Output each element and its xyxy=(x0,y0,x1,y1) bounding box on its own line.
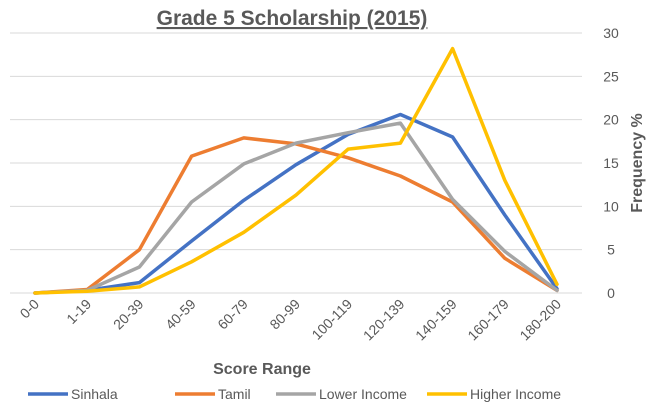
y-tick-label: 30 xyxy=(603,25,619,41)
y-tick-label: 10 xyxy=(603,198,619,214)
x-tick-label: 180-200 xyxy=(516,296,564,344)
y-tick-label: 15 xyxy=(603,155,619,171)
y-axis-title: Frequency % xyxy=(629,113,646,213)
legend-item: Higher Income xyxy=(427,386,561,402)
x-tick-label: 20-39 xyxy=(110,296,147,333)
y-tick-label: 5 xyxy=(607,242,615,258)
series-lines xyxy=(33,46,559,295)
legend: Sinhala Tamil Lower Income Higher Income xyxy=(28,386,561,402)
legend-item: Tamil xyxy=(175,386,251,402)
legend-label: Higher Income xyxy=(470,386,561,402)
gridlines xyxy=(10,32,582,294)
chart-title: Grade 5 Scholarship (2015) xyxy=(157,7,428,30)
legend-label: Lower Income xyxy=(319,386,407,402)
x-axis-title: Score Range xyxy=(213,361,311,378)
legend-label: Tamil xyxy=(218,386,251,402)
legend-item: Lower Income xyxy=(276,386,407,402)
series-line-sinhala xyxy=(33,112,559,295)
x-tick-label: 80-99 xyxy=(266,296,303,333)
x-tick-label: 1-19 xyxy=(63,296,94,327)
x-tick-label: 120-139 xyxy=(360,296,408,344)
y-tick-label: 20 xyxy=(603,112,619,128)
x-tick-label: 140-159 xyxy=(412,296,460,344)
x-tick-label: 40-59 xyxy=(162,296,199,333)
y-axis-ticks: 0 5 10 15 20 25 30 xyxy=(603,25,619,301)
x-tick-label: 60-79 xyxy=(214,296,251,333)
series-line-higher-income xyxy=(33,46,559,295)
legend-label: Sinhala xyxy=(71,386,118,402)
legend-item: Sinhala xyxy=(28,386,118,402)
series-line-tamil xyxy=(33,136,559,295)
x-axis-ticks: 0-0 1-19 20-39 40-59 60-79 80-99 100-119 120-13… xyxy=(16,296,564,344)
x-tick-label: 0-0 xyxy=(16,296,42,322)
y-tick-label: 25 xyxy=(603,68,619,84)
x-tick-label: 160-179 xyxy=(464,296,512,344)
x-tick-label: 100-119 xyxy=(308,296,355,343)
y-tick-label: 0 xyxy=(607,285,615,301)
